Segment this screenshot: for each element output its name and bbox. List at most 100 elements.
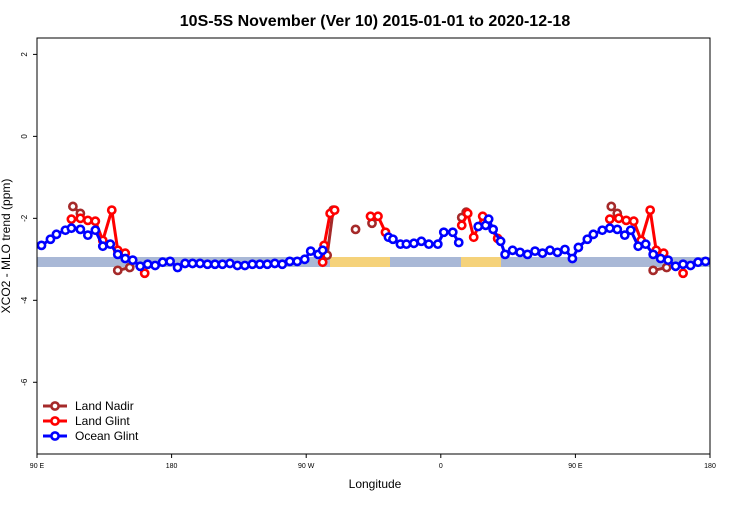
data-point [473,221,484,232]
x-tick-label: 90 E [30,463,45,470]
x-tick-label: 90 W [298,463,315,470]
data-point [663,255,674,266]
data-point [127,255,138,266]
data-point [604,223,615,234]
data-point [619,230,630,241]
data-point [317,245,328,256]
data-point [560,244,570,255]
x-axis-label: Longitude [349,477,402,491]
data-point [648,265,659,276]
legend-label: Land Nadir [75,399,134,413]
data-point [625,225,636,236]
data-point [365,211,376,222]
data-point [262,259,273,270]
data-point [210,259,220,270]
data-point [329,205,340,216]
x-tick-label: 90 E [568,463,583,470]
data-point [597,225,608,236]
data-point [700,256,711,267]
data-point [305,246,316,257]
data-point [530,246,540,257]
data-point [522,249,533,260]
data-point [66,223,77,234]
data-point [150,260,161,271]
data-point [142,259,153,270]
data-point [45,234,56,245]
data-point [604,214,615,225]
data-point [416,236,427,247]
data-point [90,225,101,236]
y-tick-label: -4 [20,296,29,304]
data-point [678,268,688,279]
data-point [112,249,123,260]
data-point [500,249,511,260]
data-point [165,256,176,267]
data-point [82,215,93,226]
data-point [432,239,443,250]
data-point [661,262,672,273]
legend-marker [50,431,60,441]
data-point [254,259,265,270]
data-point [456,220,467,231]
data-point [613,213,624,224]
data-point [628,216,639,227]
data-point [105,239,116,250]
data-point [678,259,688,270]
data-point [90,216,101,227]
map-land [330,257,390,267]
data-point [545,245,555,256]
legend-marker [50,401,60,411]
data-point [588,229,599,240]
data-point [483,214,494,225]
data-point [507,245,518,256]
data-point [567,253,578,264]
data-point [67,201,78,212]
data-point [468,232,479,243]
data-point [36,240,47,251]
data-point [75,213,86,224]
x-tick-label: 180 [166,463,178,470]
chart-title: 10S-5S November (Ver 10) 2015-01-01 to 2… [180,13,571,30]
data-point [97,241,108,252]
data-point [488,224,499,235]
data-point [621,215,632,226]
data-point [438,227,449,238]
data-point [120,253,131,264]
data-point [462,208,473,219]
data-point [172,262,183,273]
data-point [373,211,383,222]
y-tick-label: 0 [20,134,29,139]
data-point [612,224,623,235]
data-point [606,201,617,212]
data-point [51,229,62,240]
data-point [447,227,458,238]
legend-label: Land Glint [75,414,130,428]
data-point [633,241,644,252]
x-tick-label: 180 [704,463,716,470]
data-point [75,224,86,235]
data-point [685,260,696,271]
data-point [157,257,168,268]
y-tick-label: 2 [20,52,29,57]
data-point [139,268,150,279]
data-point [299,254,310,265]
data-point [247,259,258,270]
data-point [515,247,525,258]
data-point [693,257,703,268]
y-tick-label: -6 [20,378,29,386]
data-point [82,230,93,241]
data-point [648,249,659,260]
data-point [573,242,584,253]
data-point [180,258,190,269]
plot-area [36,201,711,279]
data-point [640,239,651,250]
data-point [284,256,295,267]
data-point [217,259,228,270]
legend-label: Ocean Glint [75,429,139,443]
data-point [408,238,419,249]
map-land [461,257,501,267]
data-point [317,257,328,268]
data-point [135,261,146,272]
data-point [401,239,412,250]
